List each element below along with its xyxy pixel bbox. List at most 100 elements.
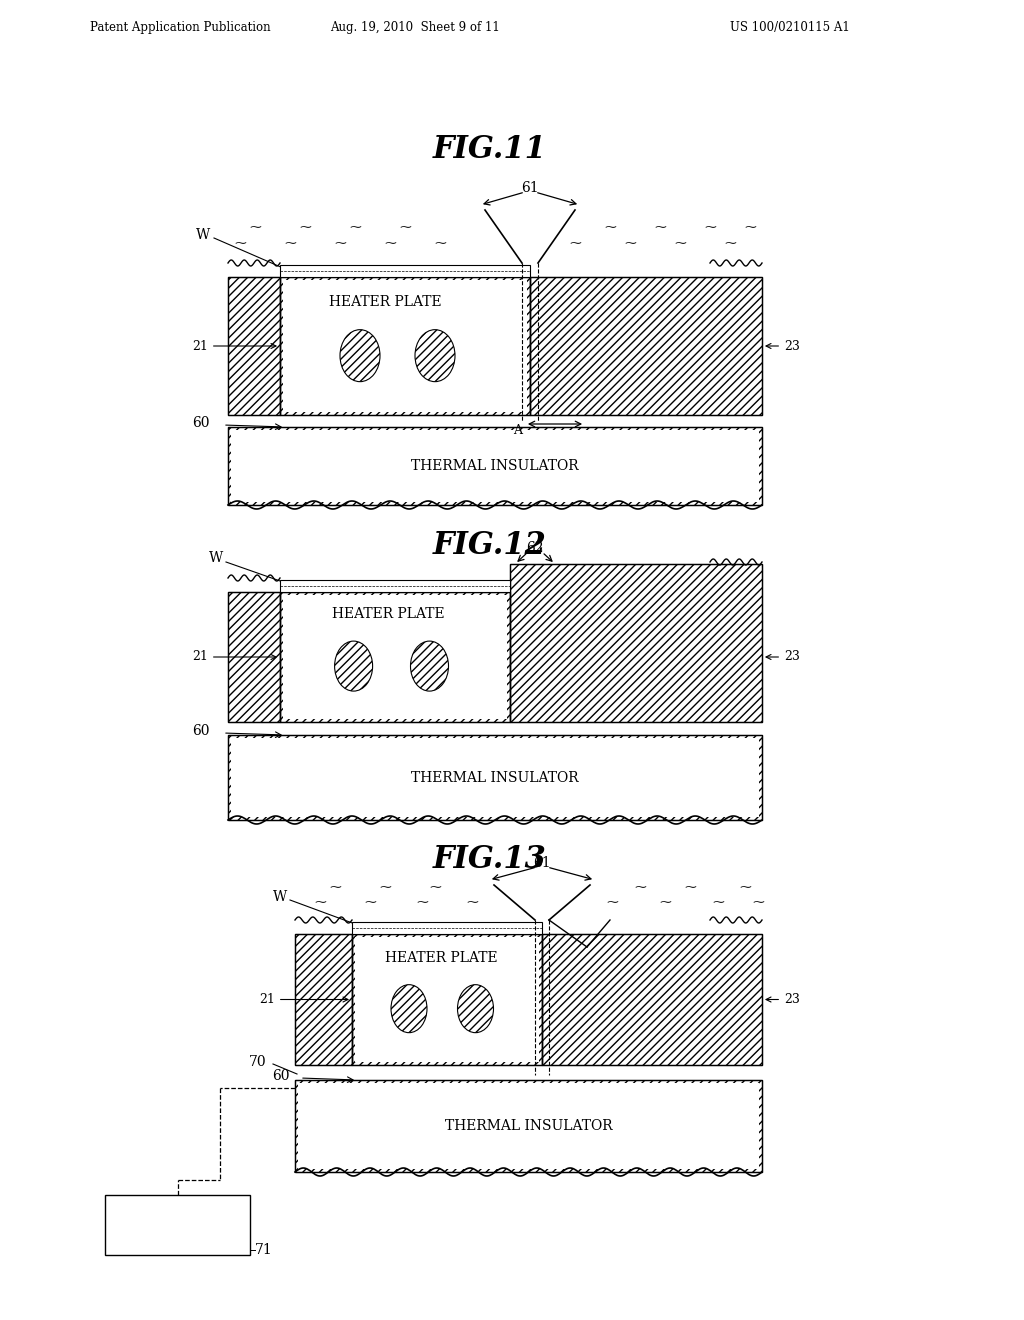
- Ellipse shape: [415, 330, 455, 381]
- Text: 23: 23: [766, 993, 800, 1006]
- Text: 70: 70: [250, 1055, 267, 1069]
- Bar: [228, 591, 280, 722]
- Text: ~: ~: [683, 879, 697, 895]
- Text: ~: ~: [383, 235, 397, 252]
- Text: HEATER PLATE: HEATER PLATE: [332, 607, 444, 622]
- Bar: [280, 265, 530, 277]
- Text: ~: ~: [711, 894, 725, 911]
- Bar: [280, 591, 510, 722]
- Bar: [542, 935, 762, 1065]
- Text: ~: ~: [658, 894, 672, 911]
- Ellipse shape: [391, 985, 427, 1032]
- Text: 60: 60: [193, 723, 210, 738]
- Text: ~: ~: [233, 235, 247, 252]
- Ellipse shape: [335, 642, 373, 692]
- Text: ~: ~: [328, 879, 342, 895]
- Text: ~: ~: [362, 894, 377, 911]
- Text: ~: ~: [738, 879, 752, 895]
- Bar: [283, 280, 527, 412]
- Bar: [280, 591, 510, 722]
- Text: FIG.13: FIG.13: [433, 845, 547, 875]
- Bar: [228, 735, 762, 820]
- Bar: [228, 735, 762, 820]
- Text: 21: 21: [193, 651, 276, 664]
- Text: 21: 21: [259, 993, 348, 1006]
- Text: HEATER PLATE: HEATER PLATE: [329, 294, 441, 309]
- Text: ~: ~: [248, 219, 262, 235]
- Bar: [295, 935, 352, 1065]
- Text: W: W: [196, 228, 210, 242]
- Text: ~: ~: [623, 235, 637, 252]
- Text: 21: 21: [193, 339, 276, 352]
- Bar: [228, 277, 280, 414]
- Bar: [530, 277, 762, 414]
- Bar: [530, 277, 762, 414]
- Text: A: A: [513, 425, 522, 437]
- Bar: [228, 426, 762, 506]
- Text: ~: ~: [653, 219, 667, 235]
- Text: ~: ~: [428, 879, 442, 895]
- Text: ~: ~: [603, 219, 617, 235]
- Bar: [298, 1082, 759, 1170]
- Bar: [542, 935, 762, 1065]
- Bar: [231, 430, 759, 502]
- Text: ~: ~: [605, 894, 618, 911]
- Bar: [352, 935, 542, 1065]
- Text: ~: ~: [433, 235, 447, 252]
- Text: ~: ~: [703, 219, 717, 235]
- Text: ~: ~: [751, 894, 765, 911]
- Text: ~: ~: [633, 879, 647, 895]
- Text: ~: ~: [415, 894, 429, 911]
- Text: W: W: [272, 890, 287, 904]
- Ellipse shape: [340, 330, 380, 381]
- Text: ~: ~: [378, 879, 392, 895]
- Text: 62: 62: [526, 541, 544, 554]
- Text: 60: 60: [193, 416, 210, 430]
- Bar: [280, 579, 510, 591]
- Text: THERMAL INSULATOR: THERMAL INSULATOR: [412, 459, 579, 473]
- Text: 71: 71: [255, 1243, 272, 1257]
- Bar: [280, 277, 530, 414]
- Text: ~: ~: [568, 235, 582, 252]
- Bar: [280, 277, 530, 414]
- Text: SUPPLY UNIT: SUPPLY UNIT: [132, 1229, 223, 1242]
- Text: 23: 23: [766, 651, 800, 664]
- Text: ~: ~: [398, 219, 412, 235]
- Bar: [105, 1195, 250, 1255]
- Bar: [283, 595, 507, 719]
- Bar: [228, 426, 762, 506]
- Text: PURGE GAS: PURGE GAS: [138, 1209, 217, 1222]
- Text: ~: ~: [313, 894, 327, 911]
- Text: FIG.11: FIG.11: [433, 135, 547, 165]
- Text: THERMAL INSULATOR: THERMAL INSULATOR: [444, 1119, 612, 1133]
- Text: ~: ~: [743, 219, 757, 235]
- Bar: [295, 1080, 762, 1172]
- Text: 23: 23: [766, 339, 800, 352]
- Text: ~: ~: [673, 235, 687, 252]
- Ellipse shape: [411, 642, 449, 692]
- Text: W: W: [209, 550, 223, 565]
- Bar: [295, 1080, 762, 1172]
- Text: ~: ~: [465, 894, 479, 911]
- Text: US 100/0210115 A1: US 100/0210115 A1: [730, 21, 850, 33]
- Text: 60: 60: [272, 1069, 290, 1082]
- Text: 61: 61: [534, 855, 551, 870]
- Bar: [352, 921, 542, 935]
- Text: 61: 61: [521, 181, 539, 195]
- Bar: [295, 935, 352, 1065]
- Text: ~: ~: [298, 219, 312, 235]
- Text: Aug. 19, 2010  Sheet 9 of 11: Aug. 19, 2010 Sheet 9 of 11: [330, 21, 500, 33]
- Text: ~: ~: [283, 235, 297, 252]
- Bar: [355, 937, 539, 1063]
- Text: THERMAL INSULATOR: THERMAL INSULATOR: [412, 771, 579, 784]
- Bar: [352, 935, 542, 1065]
- Text: ~: ~: [723, 235, 737, 252]
- Bar: [228, 277, 280, 414]
- Bar: [510, 564, 762, 722]
- Text: ~: ~: [348, 219, 362, 235]
- Text: Patent Application Publication: Patent Application Publication: [90, 21, 270, 33]
- Text: ~: ~: [333, 235, 347, 252]
- Bar: [510, 564, 762, 722]
- Bar: [231, 738, 759, 817]
- Text: HEATER PLATE: HEATER PLATE: [385, 950, 498, 965]
